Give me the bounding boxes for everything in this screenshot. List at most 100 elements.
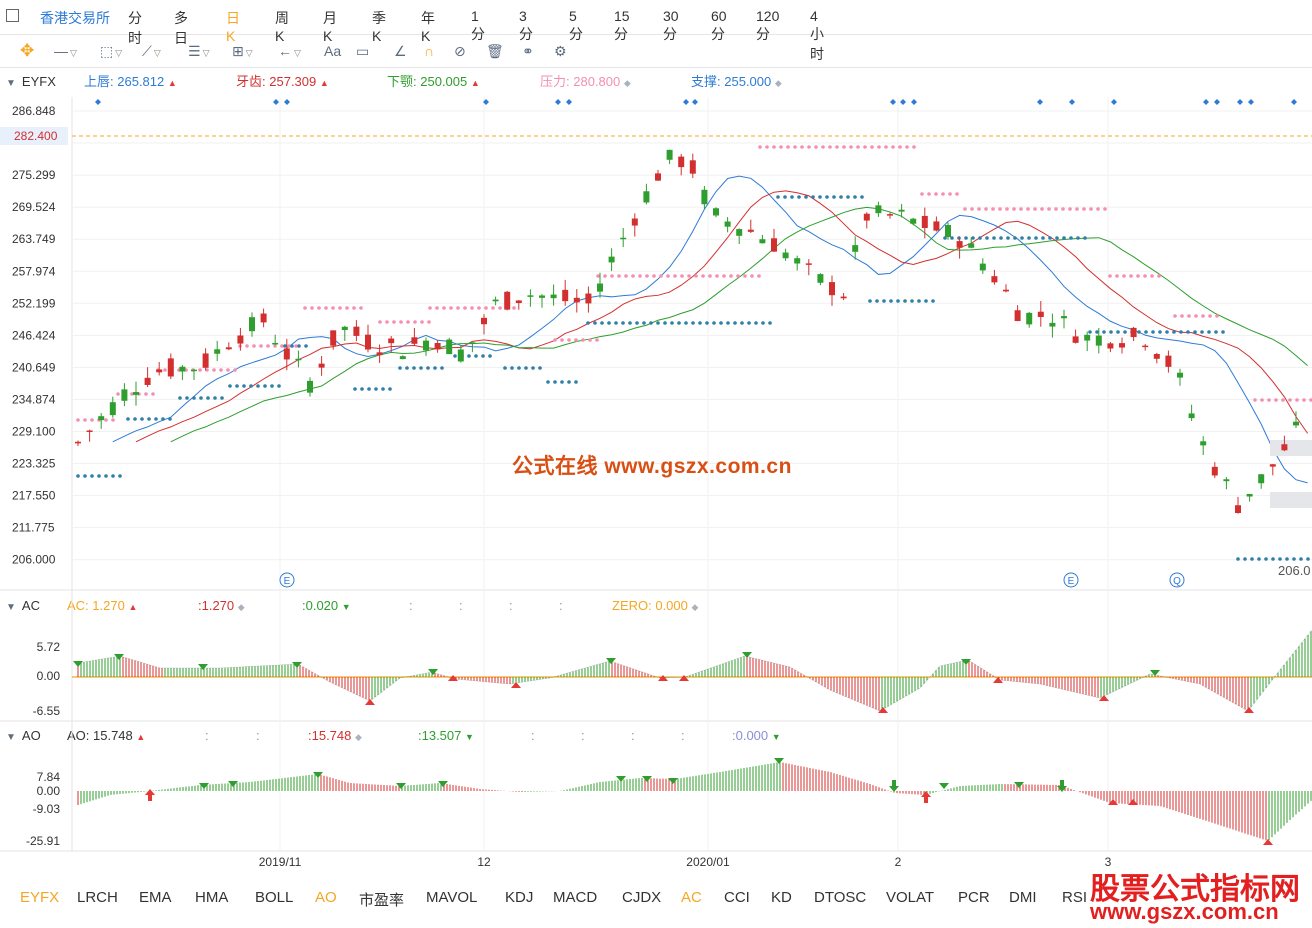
- settings-gear-icon[interactable]: ⚙: [554, 43, 567, 59]
- indicator-tab-volat[interactable]: VOLAT: [886, 889, 935, 906]
- compare-tool-icon[interactable]: ⚭: [522, 43, 534, 59]
- indicator-tab-kdj[interactable]: KDJ: [505, 889, 534, 906]
- candle-body: [759, 239, 766, 244]
- resistance-dot: [245, 344, 249, 348]
- period-tab-2[interactable]: 日K: [226, 10, 240, 44]
- resistance-dot: [574, 338, 578, 342]
- period-tab-9[interactable]: 5分: [569, 8, 583, 42]
- rect-tool-icon[interactable]: ⬚ ▽: [100, 43, 123, 59]
- candle-body: [1258, 474, 1265, 484]
- comment-tool-icon[interactable]: ▭: [356, 43, 370, 59]
- resistance-dot: [948, 192, 952, 196]
- measure-tool-icon[interactable]: ⊞ ▽: [232, 43, 253, 59]
- collapse-ac-icon[interactable]: ▼: [6, 602, 16, 613]
- support-dot: [1306, 557, 1310, 561]
- period-bar: 香港交易所 分时 多日 日K 周K 月K 季K 年K 1分 3分 5分 15分 30分 60分 120分 4…: [0, 0, 1312, 62]
- indicator-tab-pcr[interactable]: PCR: [958, 889, 990, 906]
- move-tool-icon[interactable]: ✥: [20, 41, 35, 60]
- exchange-name[interactable]: 香港交易所: [40, 10, 110, 26]
- candle-body: [295, 358, 302, 361]
- resistance-dot: [638, 274, 642, 278]
- polyline-tool-icon[interactable]: ⟋ ▽: [142, 43, 161, 59]
- date-tick-label: 12: [477, 855, 491, 869]
- resistance-dot: [1260, 398, 1264, 402]
- collapse-ao-icon[interactable]: ▼: [6, 732, 16, 743]
- period-tab-10[interactable]: 15分: [614, 8, 630, 42]
- indicator-tab-ac[interactable]: AC: [681, 889, 702, 906]
- resistance-dot: [512, 306, 516, 310]
- period-tab-8[interactable]: 3分: [519, 8, 533, 42]
- ao-value-3: :13.507 ▼: [418, 728, 474, 743]
- period-tab-7[interactable]: 1分: [471, 8, 485, 42]
- fib-tool-icon[interactable]: ☰ ▽: [188, 43, 210, 59]
- date-tick-label: 2019/11: [259, 855, 302, 869]
- resistance-dot: [772, 145, 776, 149]
- candle-body: [260, 313, 267, 323]
- period-tab-6[interactable]: 年K: [421, 10, 435, 44]
- candle-body: [736, 229, 743, 236]
- candle-body: [411, 337, 418, 344]
- support-dot: [412, 366, 416, 370]
- indicator-tab-rsi[interactable]: RSI: [1062, 889, 1088, 906]
- indicator-tab-boll[interactable]: BOLL: [255, 889, 294, 906]
- indicator-tab-macd[interactable]: MACD: [553, 889, 598, 906]
- candle-body: [794, 258, 801, 264]
- resistance-dot: [259, 344, 263, 348]
- period-tab-14[interactable]: 4小时: [810, 8, 824, 62]
- indicator-tab-dmi[interactable]: DMI: [1009, 889, 1037, 906]
- indicator-tab-hma[interactable]: HMA: [195, 889, 229, 906]
- period-tab-13[interactable]: 120分: [756, 8, 780, 42]
- resistance-dot: [835, 145, 839, 149]
- arrow-tool-icon[interactable]: ← ▽: [278, 43, 301, 59]
- period-tab-1[interactable]: 多日: [174, 10, 188, 46]
- indicator-tab-kd[interactable]: KD: [771, 889, 792, 906]
- candle-body: [1269, 464, 1276, 467]
- indicator-tab-dtosc[interactable]: DTOSC: [814, 889, 867, 906]
- support-dot: [1048, 236, 1052, 240]
- support-dot: [846, 195, 850, 199]
- magnet-tool-icon[interactable]: ∩: [424, 43, 435, 59]
- candle-body: [713, 208, 719, 216]
- fractal-marker: [555, 99, 561, 105]
- indicator-tab-ao[interactable]: AO: [315, 889, 337, 906]
- resistance-dot: [863, 145, 867, 149]
- support-dot: [1144, 330, 1148, 334]
- resistance-dot: [435, 306, 439, 310]
- period-tab-5[interactable]: 季K: [372, 10, 386, 44]
- support-dot: [1264, 557, 1268, 561]
- support-dot: [635, 321, 639, 325]
- delete-tool-icon[interactable]: 🗑: [486, 43, 504, 59]
- indicator-tab-mavol[interactable]: MAVOL: [426, 889, 478, 906]
- brush-tool-icon[interactable]: ∠: [394, 43, 407, 59]
- line-tool-icon[interactable]: — ▽: [54, 43, 77, 59]
- resistance-dot: [130, 392, 134, 396]
- resistance-dot: [378, 320, 382, 324]
- price-tick-label: 257.974: [12, 264, 56, 278]
- indicator-tab-cci[interactable]: CCI: [724, 889, 750, 906]
- period-tab-3[interactable]: 周K: [275, 10, 289, 44]
- support-dot: [754, 321, 758, 325]
- resistance-dot: [477, 306, 481, 310]
- indicator-tab-cjdx[interactable]: CJDX: [622, 889, 662, 906]
- hide-tool-icon[interactable]: ⊘: [454, 43, 466, 59]
- layout-toggle-icon[interactable]: [6, 9, 19, 22]
- period-tab-4[interactable]: 月K: [323, 10, 337, 44]
- resistance-dot: [786, 145, 790, 149]
- indicator-tab-ema[interactable]: EMA: [139, 889, 172, 906]
- text-tool-icon[interactable]: Aa: [324, 43, 342, 59]
- resistance-dot: [821, 145, 825, 149]
- period-tab-11[interactable]: 30分: [663, 8, 679, 42]
- indicator-tab-lrch[interactable]: LRCH: [77, 889, 118, 906]
- period-tab-0[interactable]: 分时: [128, 10, 142, 46]
- collapse-main-icon[interactable]: ▼: [6, 78, 16, 89]
- current-price-label: 282.400: [14, 129, 58, 143]
- resistance-dot: [1082, 207, 1086, 211]
- fractal-marker: [1248, 99, 1254, 105]
- candle-body: [133, 392, 139, 395]
- period-tab-12[interactable]: 60分: [711, 8, 727, 42]
- indicator-tab-市盈率[interactable]: 市盈率: [359, 892, 405, 909]
- support-dot: [889, 299, 893, 303]
- candle-body: [1246, 493, 1253, 497]
- indicator-tab-eyfx[interactable]: EYFX: [20, 889, 60, 906]
